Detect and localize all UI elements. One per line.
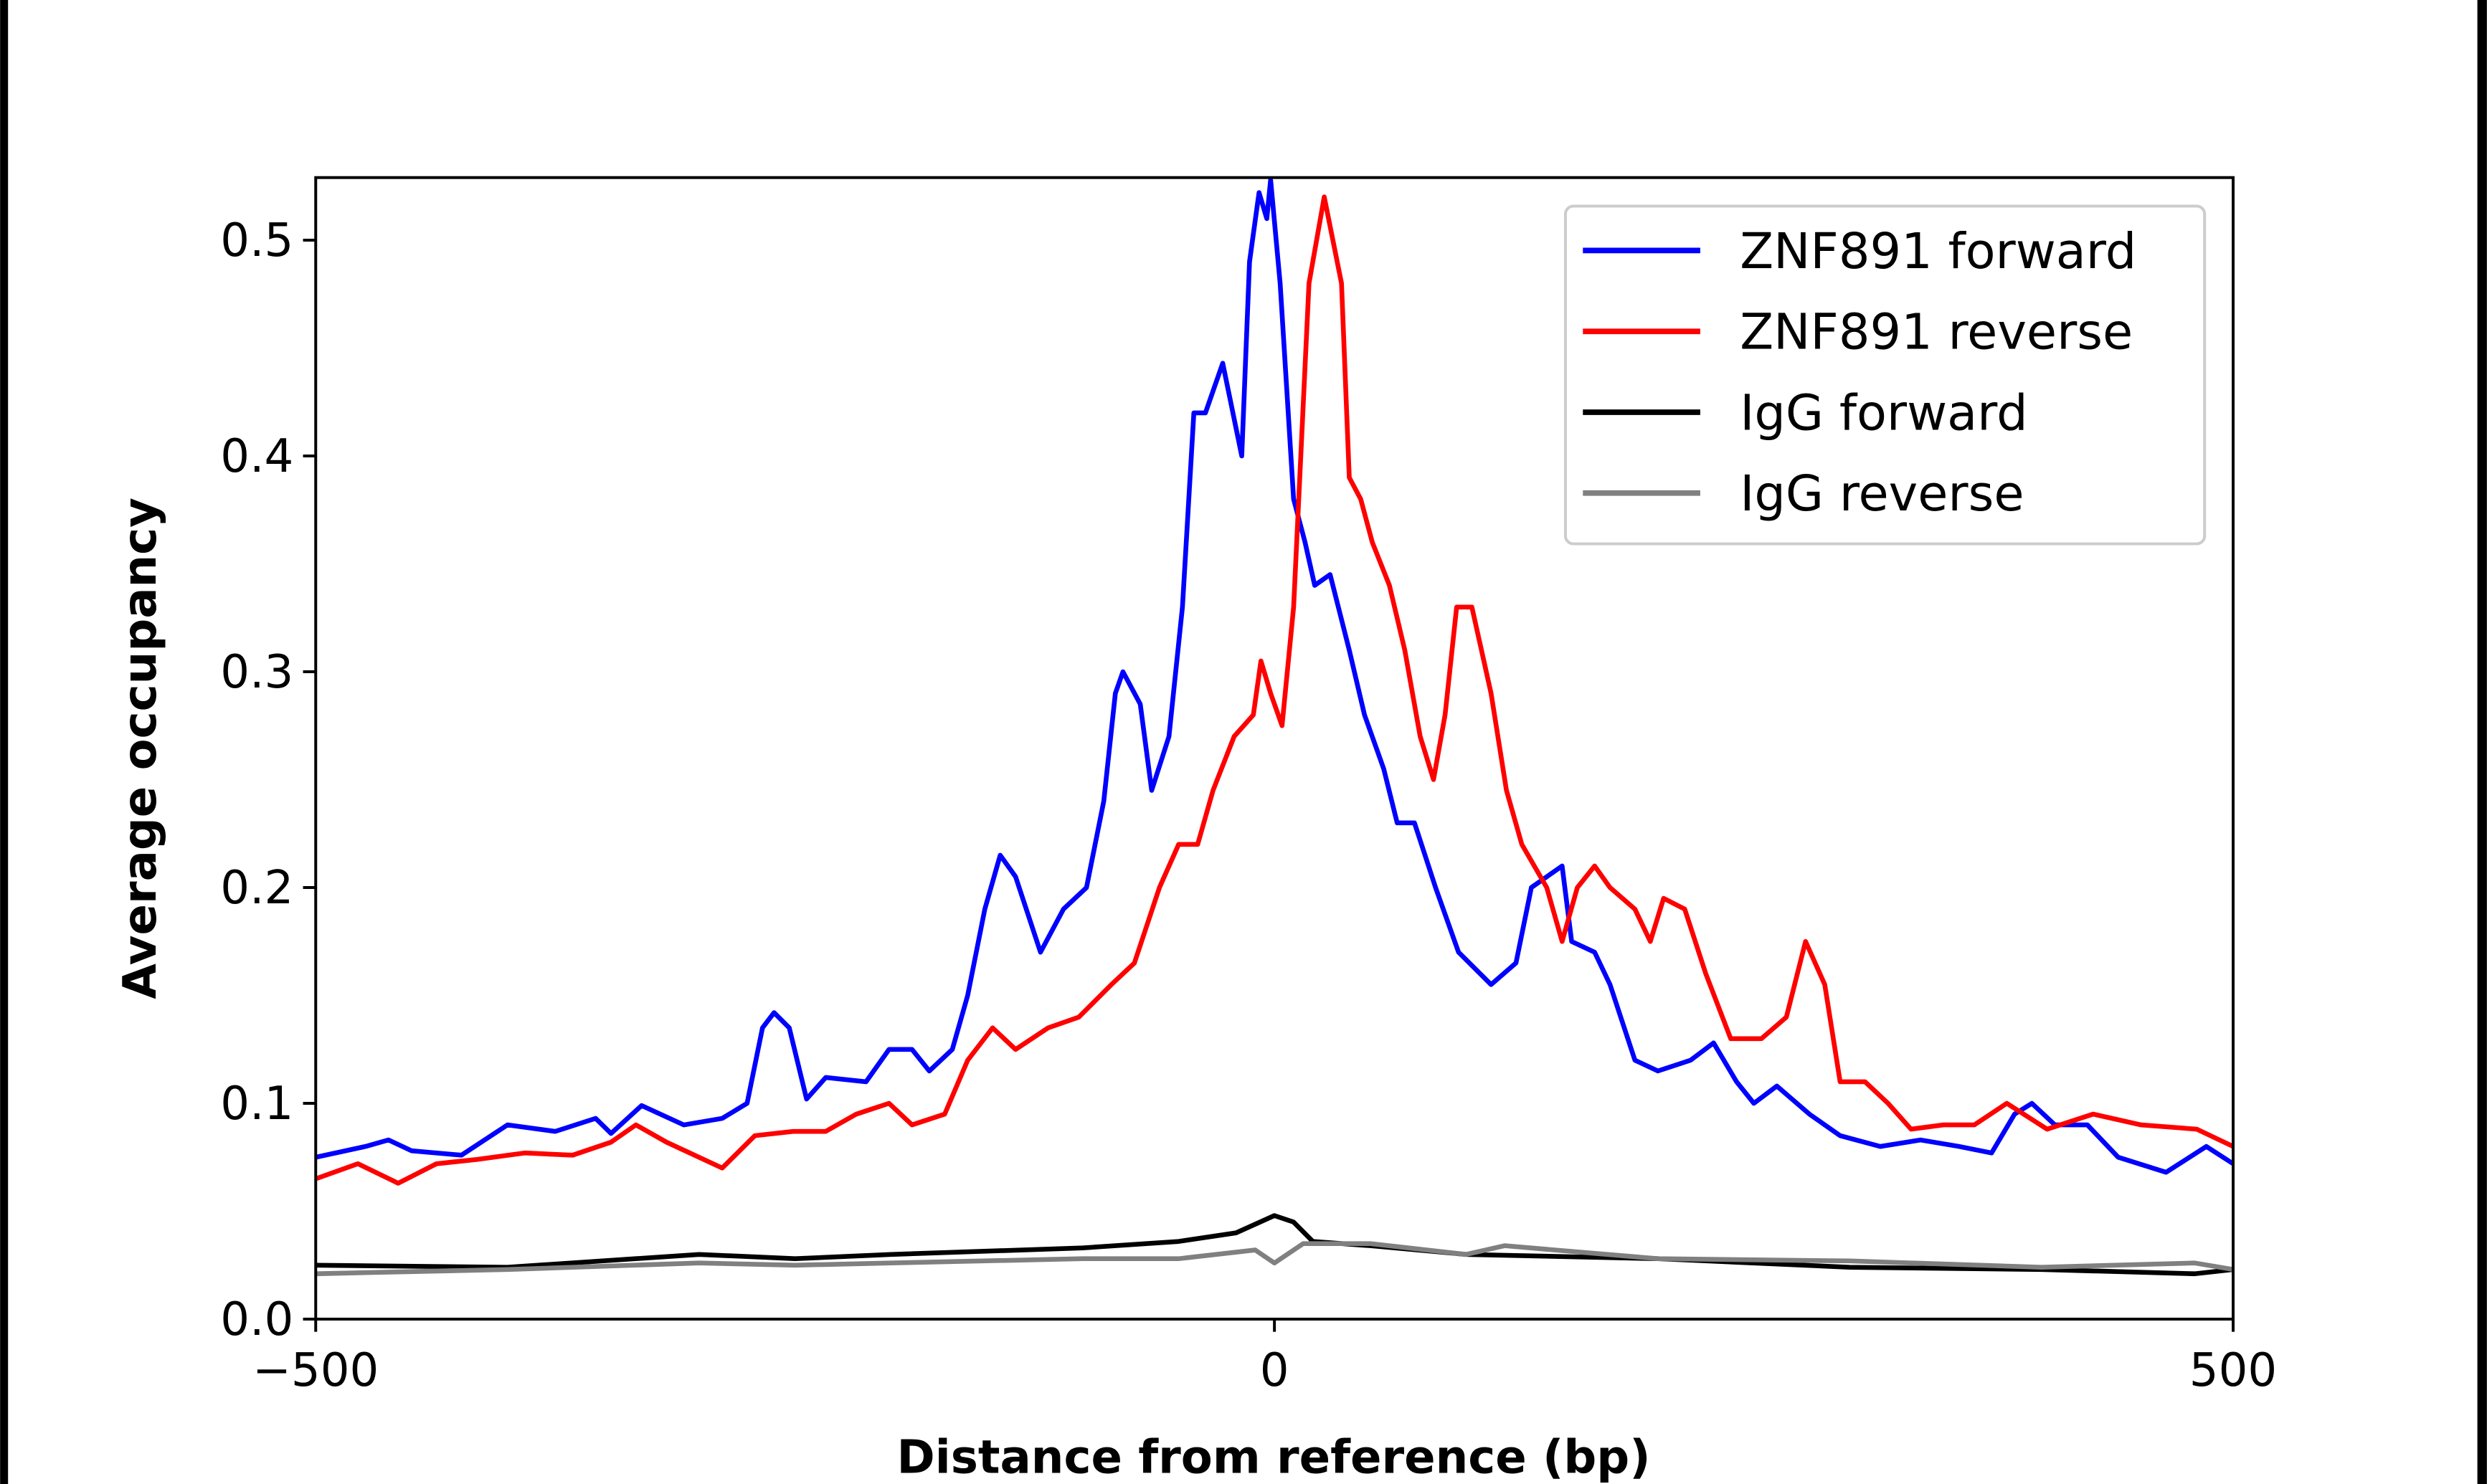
- series-line-igg-reverse: [316, 1241, 2234, 1277]
- series-line-znf891-forward: [316, 177, 2234, 1175]
- right-edge-border: [2477, 0, 2487, 1484]
- series-line-igg-forward: [316, 1213, 2234, 1277]
- legend-label: IgG reverse: [1740, 465, 2024, 523]
- x-tick-label: −500: [252, 1343, 379, 1397]
- legend-item: ZNF891 reverse: [1583, 304, 2133, 361]
- series-layer: [316, 177, 2234, 1277]
- legend-label: IgG forward: [1740, 384, 2027, 442]
- y-tick-label: 0.2: [220, 861, 293, 915]
- legend-item: IgG reverse: [1583, 465, 2024, 523]
- y-tick-label: 0.5: [220, 214, 293, 267]
- legend-item: IgG forward: [1583, 384, 2028, 442]
- y-tick-label: 0.0: [220, 1293, 293, 1346]
- y-axis-label: Average occupancy: [113, 498, 167, 999]
- y-tick-label: 0.1: [220, 1077, 293, 1131]
- y-tick-label: 0.3: [220, 645, 293, 699]
- x-axis-label: Distance from reference (bp): [897, 1431, 1651, 1484]
- legend-label: ZNF891 reverse: [1740, 304, 2133, 361]
- left-edge-border: [0, 0, 9, 1484]
- legend-item: ZNF891 forward: [1583, 223, 2136, 280]
- y-tick-label: 0.4: [220, 429, 293, 483]
- legend-box: [1563, 204, 2207, 546]
- ticks-layer: −500 0 500 0.0 0.1 0.2 0.3 0.4 0.5: [220, 214, 2277, 1397]
- x-tick-label: 500: [2189, 1343, 2277, 1397]
- legend: ZNF891 forward ZNF891 reverse IgG forward I…: [1563, 204, 2207, 546]
- x-tick-label: 0: [1260, 1343, 1289, 1397]
- legend-label: ZNF891 forward: [1740, 223, 2136, 280]
- series-line-znf891-reverse: [316, 194, 2234, 1186]
